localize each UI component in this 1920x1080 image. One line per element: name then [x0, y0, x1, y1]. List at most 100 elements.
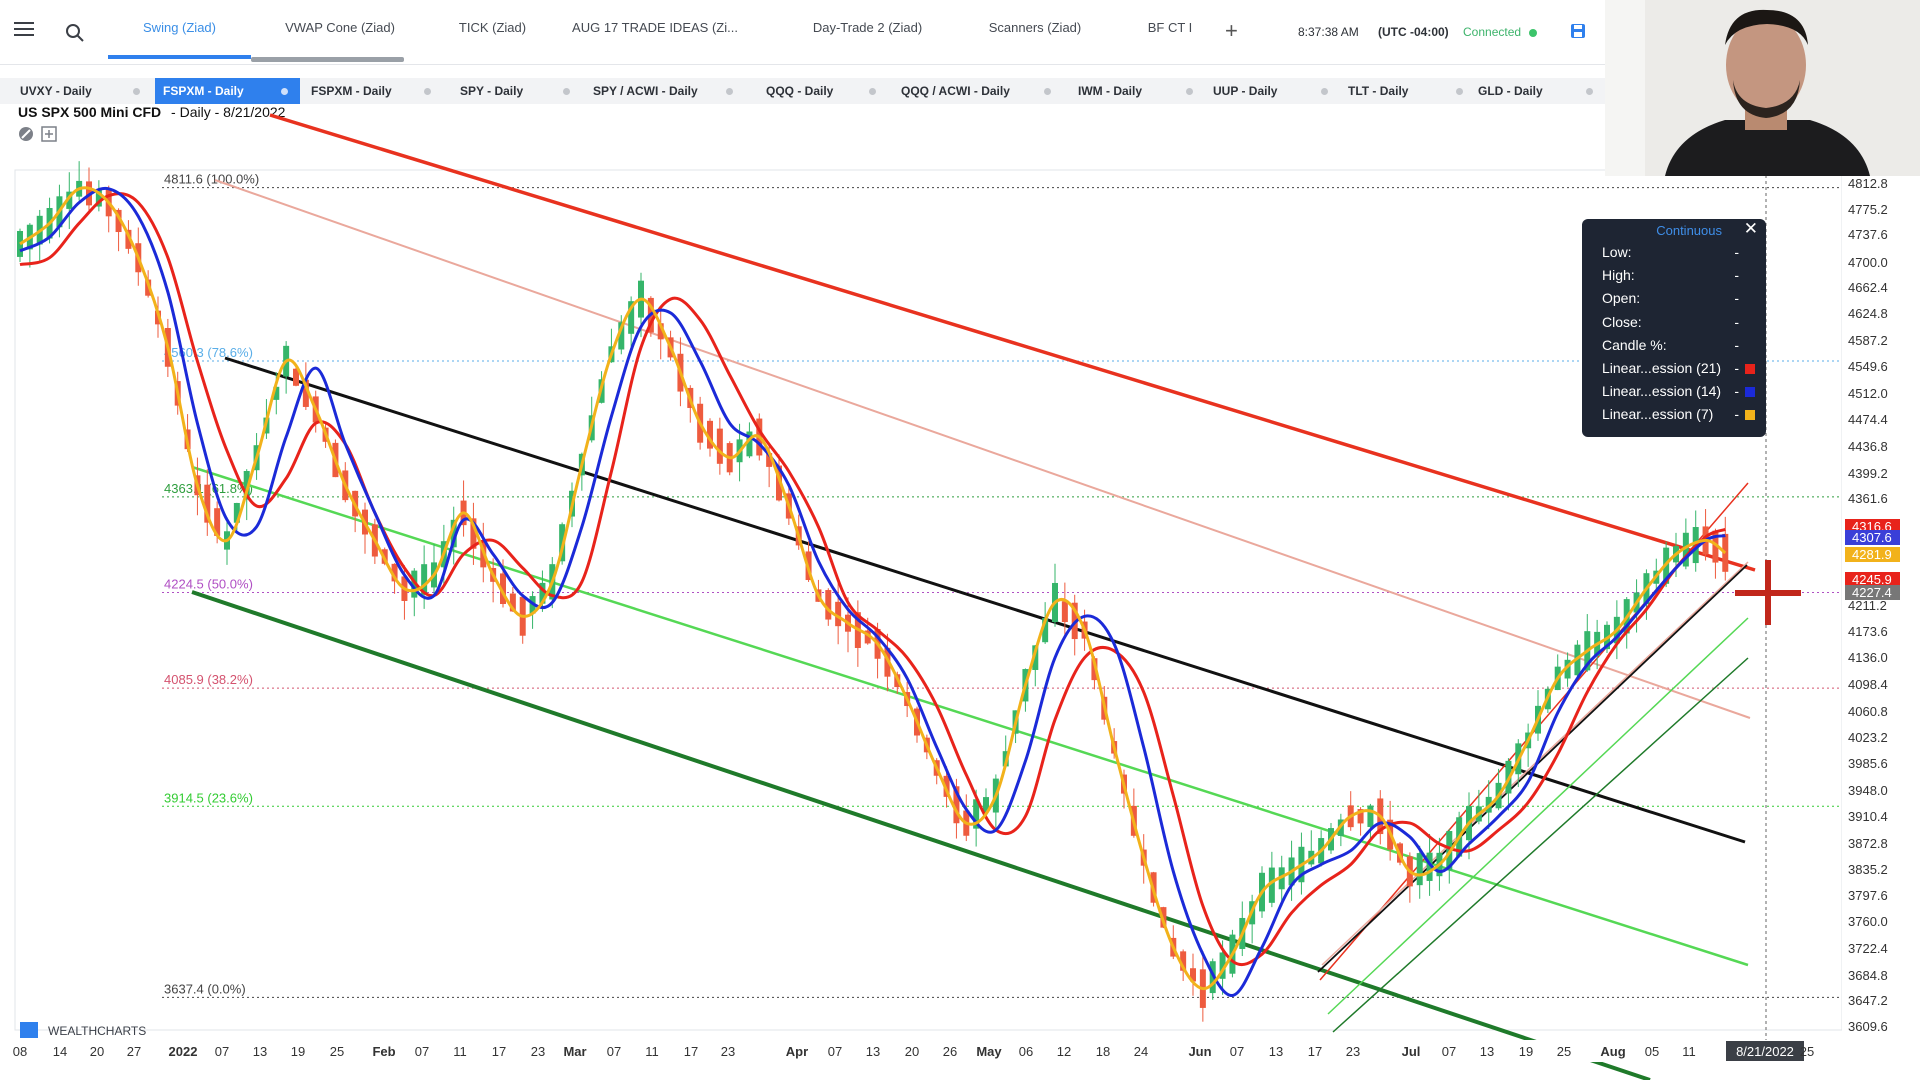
- symbol-tab-7[interactable]: IWM - Daily: [1070, 78, 1205, 104]
- symbol-tab-label: QQQ / ACWI - Daily: [901, 84, 1010, 98]
- data-row-value: -: [1734, 360, 1739, 376]
- symbol-tab-8[interactable]: UUP - Daily: [1205, 78, 1340, 104]
- hide-indicators-icon[interactable]: [18, 126, 34, 142]
- symbol-tab-bar: UVXY - Daily FSPXM - Daily FSPXM - Daily SP…: [0, 78, 1605, 104]
- active-tab-indicator: [108, 55, 251, 59]
- symbol-tab-menu-icon[interactable]: [726, 88, 733, 95]
- time-axis-tick-label: May: [976, 1044, 1002, 1059]
- data-mode-label[interactable]: Continuous: [1656, 223, 1722, 238]
- price-axis-tick-label: 4549.6: [1848, 359, 1888, 374]
- candle-body: [66, 191, 73, 209]
- symbol-tab-menu-icon[interactable]: [1186, 88, 1193, 95]
- symbol-tab-3[interactable]: SPY - Daily: [452, 78, 582, 104]
- data-row-label: Close:: [1602, 313, 1642, 330]
- series-line-linear-ession-14-: [19, 186, 1726, 997]
- symbol-tab-2[interactable]: FSPXM - Daily: [303, 78, 443, 104]
- fib-level-label: 3637.4 (0.0%): [164, 981, 246, 996]
- tab-3[interactable]: AUG 17 TRADE IDEAS (Zi...: [572, 20, 738, 35]
- green-channel-line: [191, 465, 1749, 967]
- candle-body: [1426, 852, 1433, 881]
- data-row: Linear...ession (7) -: [1602, 406, 1757, 426]
- wealthcharts-logo-icon: [20, 1022, 38, 1038]
- symbol-tab-6[interactable]: QQQ / ACWI - Daily: [893, 78, 1063, 104]
- time-axis-tick-label: 19: [1519, 1044, 1533, 1059]
- tab-1[interactable]: VWAP Cone (Ziad): [285, 20, 395, 35]
- time-axis-tick-label: 23: [531, 1044, 545, 1059]
- symbol-tab-menu-icon[interactable]: [1044, 88, 1051, 95]
- tab-2[interactable]: TICK (Ziad): [458, 20, 527, 35]
- time-axis-tick-label: Feb: [372, 1044, 395, 1059]
- price-axis-tick-label: 4098.4: [1848, 677, 1888, 692]
- time-axis-tick-label: 13: [253, 1044, 267, 1059]
- time-axis-tick-label: 26: [943, 1044, 957, 1059]
- data-window-panel: Continuous ✕ Low: - High: - Open: - Close: - Can…: [1582, 219, 1766, 437]
- price-axis-tick-label: 4662.4: [1848, 280, 1888, 295]
- candle-body: [1042, 617, 1049, 643]
- series-color-swatch: [1745, 364, 1755, 374]
- symbol-tab-1[interactable]: FSPXM - Daily: [155, 78, 300, 104]
- candle-body: [983, 797, 989, 813]
- close-icon[interactable]: ✕: [1743, 219, 1758, 238]
- price-axis-tick-label: 4737.6: [1848, 227, 1888, 242]
- menu-icon[interactable]: [14, 22, 34, 40]
- price-axis-tick-label: 4060.8: [1848, 704, 1888, 719]
- tab-0[interactable]: Swing (Ziad): [143, 20, 216, 35]
- crosshair-cursor-vertical: [1765, 560, 1771, 625]
- symbol-tab-menu-icon[interactable]: [1456, 88, 1463, 95]
- symbol-tab-menu-icon[interactable]: [281, 88, 288, 95]
- price-axis-tick-label: 4136.0: [1848, 650, 1888, 665]
- fib-level-label: 4811.6 (100.0%): [164, 172, 259, 187]
- tab-4[interactable]: Day-Trade 2 (Ziad): [812, 20, 923, 35]
- dark-green-channel-upper-line: [1332, 657, 1749, 1033]
- time-axis-tick-label: 07: [1230, 1044, 1244, 1059]
- symbol-tab-10[interactable]: GLD - Daily: [1470, 78, 1605, 104]
- candle-body: [707, 420, 713, 449]
- candle-body: [500, 573, 506, 605]
- data-row-label: Linear...ession (7): [1602, 406, 1714, 423]
- symbol-tab-label: IWM - Daily: [1078, 84, 1143, 98]
- symbol-tab-0[interactable]: UVXY - Daily: [12, 78, 152, 104]
- search-icon[interactable]: [64, 22, 86, 44]
- tab-scrollbar[interactable]: [251, 57, 404, 62]
- time-axis-tick-label: 14: [53, 1044, 67, 1059]
- save-icon[interactable]: [1570, 23, 1586, 39]
- symbol-tab-menu-icon[interactable]: [424, 88, 431, 95]
- candle-body: [1712, 530, 1719, 563]
- symbol-tab-menu-icon[interactable]: [1586, 88, 1593, 95]
- time-axis-tick-label: 27: [127, 1044, 141, 1059]
- time-axis-tick-label: 17: [684, 1044, 698, 1059]
- time-axis-tick-label: 17: [1308, 1044, 1322, 1059]
- candle-body: [391, 563, 398, 582]
- symbol-tab-5[interactable]: QQQ - Daily: [758, 78, 888, 104]
- symbol-tab-menu-icon[interactable]: [869, 88, 876, 95]
- candle-body: [825, 590, 832, 620]
- cursor-date-label-box: [1726, 1041, 1804, 1061]
- data-row: Low: -: [1602, 244, 1757, 264]
- symbol-tab-menu-icon[interactable]: [1321, 88, 1328, 95]
- time-axis-tick-label: 12: [1057, 1044, 1071, 1059]
- price-axis-tick-label: 4023.2: [1848, 730, 1888, 745]
- price-axis-tick-label: 3948.0: [1848, 783, 1888, 798]
- symbol-tab-9[interactable]: TLT - Daily: [1340, 78, 1475, 104]
- price-axis-tick-label: 4775.2: [1848, 202, 1888, 217]
- fib-level-label: 4224.5 (50.0%): [164, 577, 253, 592]
- price-axis-tick-label: 3609.6: [1848, 1019, 1888, 1034]
- add-tab-icon[interactable]: +: [1225, 18, 1238, 43]
- price-axis-tick-label: 4624.8: [1848, 306, 1888, 321]
- symbol-tab-menu-icon[interactable]: [133, 88, 140, 95]
- red-channel-top-line: [269, 113, 1756, 572]
- tab-5[interactable]: Scanners (Ziad): [988, 20, 1082, 35]
- data-row-value: -: [1734, 406, 1739, 423]
- symbol-tab-4[interactable]: SPY / ACWI - Daily: [585, 78, 745, 104]
- candle-body: [293, 368, 299, 386]
- expand-icon[interactable]: [41, 126, 57, 142]
- price-axis-tick-label: 3760.0: [1848, 914, 1888, 929]
- candle-body: [1190, 968, 1196, 982]
- time-axis-tick-label: 11: [1682, 1044, 1696, 1059]
- symbol-tab-menu-icon[interactable]: [563, 88, 570, 95]
- candle-body: [1682, 532, 1689, 567]
- tab-6[interactable]: BF CT I: [1147, 20, 1193, 35]
- candle-body: [973, 799, 980, 829]
- time-axis-tick-label: 25: [1557, 1044, 1571, 1059]
